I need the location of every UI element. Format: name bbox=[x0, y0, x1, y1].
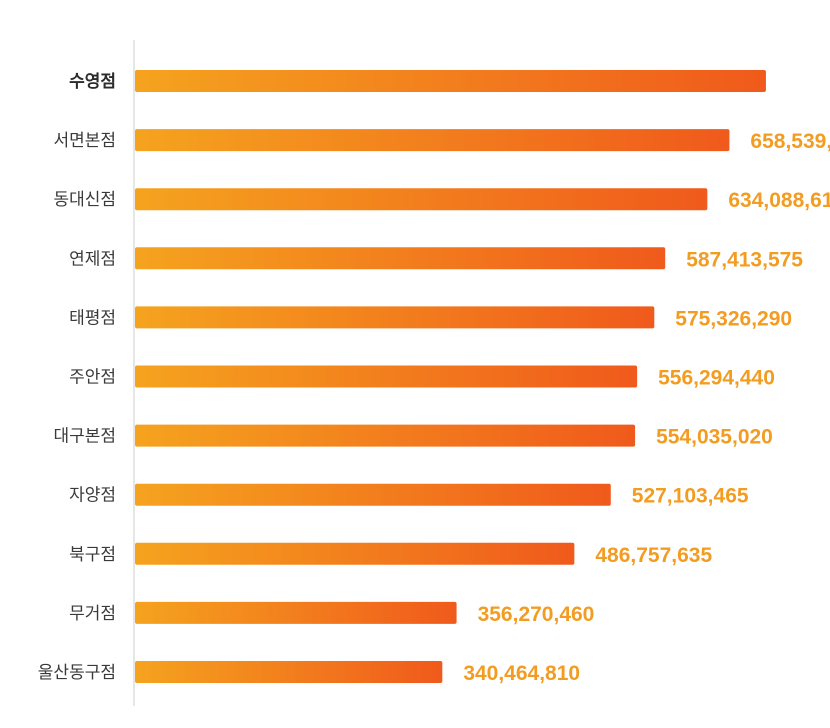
category-label-8: 북구점 bbox=[69, 545, 116, 565]
bar-2 bbox=[135, 188, 708, 211]
value-label-8: 486,757,635 bbox=[595, 544, 712, 567]
bar-1 bbox=[135, 129, 730, 152]
bars-layer bbox=[135, 70, 766, 683]
category-label-6: 대구본점 bbox=[53, 427, 116, 447]
bar-0 bbox=[135, 70, 766, 92]
bar-8 bbox=[135, 542, 575, 565]
bar-9 bbox=[135, 601, 457, 624]
category-label-1: 서면본점 bbox=[53, 131, 116, 151]
bar-10 bbox=[135, 661, 443, 683]
value-labels: 658,539,000 634,088,616 587,413,575 575,326… bbox=[463, 130, 830, 685]
bar-4 bbox=[135, 306, 655, 329]
category-label-0: 수영점 bbox=[69, 72, 116, 92]
category-label-7: 자양점 bbox=[69, 486, 116, 506]
value-label-1: 658,539,000 bbox=[750, 130, 830, 153]
value-label-2: 634,088,616 bbox=[728, 189, 830, 212]
value-label-6: 554,035,020 bbox=[656, 426, 773, 449]
bar-7 bbox=[135, 483, 611, 506]
bar-6 bbox=[135, 424, 636, 447]
value-label-10: 340,464,810 bbox=[463, 662, 580, 685]
value-label-3: 587,413,575 bbox=[686, 248, 803, 271]
bar-5 bbox=[135, 365, 638, 388]
category-label-2: 동대신점 bbox=[53, 190, 116, 210]
value-label-5: 556,294,440 bbox=[658, 367, 775, 390]
value-label-9: 356,270,460 bbox=[478, 603, 595, 626]
category-label-3: 연제점 bbox=[69, 249, 116, 269]
value-label-4: 575,326,290 bbox=[675, 307, 792, 330]
bar-3 bbox=[135, 247, 666, 270]
category-label-9: 무거점 bbox=[69, 604, 116, 624]
category-label-4: 태평점 bbox=[69, 308, 116, 328]
category-label-10: 울산동구점 bbox=[38, 663, 116, 683]
value-label-7: 527,103,465 bbox=[632, 485, 749, 508]
category-label-5: 주안점 bbox=[69, 368, 116, 388]
